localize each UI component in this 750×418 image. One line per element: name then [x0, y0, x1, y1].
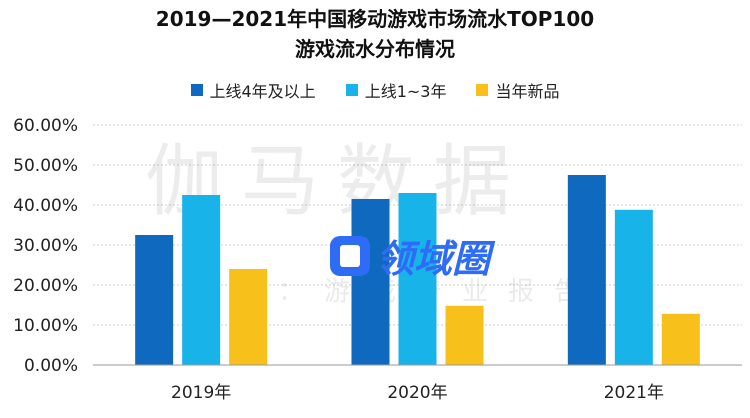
- axis: 0.00% 10.00% 20.00% 30.00% 40.00% 50.00% 60.00…: [13, 116, 742, 403]
- y-tick-label: 60.00%: [13, 116, 78, 136]
- chart-title: 2019—2021年中国移动游戏市场流水TOP100 游戏流水分布情况: [0, 4, 750, 64]
- y-tick-label: 50.00%: [13, 156, 78, 176]
- bar-over-4-years: [135, 235, 174, 365]
- bar-over-4-years: [567, 175, 606, 365]
- bar-1-3-years: [182, 195, 221, 365]
- legend-item-1-3-years: 上线1~3年: [345, 78, 447, 102]
- y-tick-label: 20.00%: [13, 276, 78, 296]
- bars: [135, 175, 700, 365]
- bar-new-products: [445, 305, 484, 365]
- logo-text: 领域圈: [376, 237, 496, 281]
- logo: 领域圈: [330, 236, 496, 281]
- y-tick-label: 10.00%: [13, 316, 78, 336]
- legend-swatch-over-4-years: [190, 84, 203, 96]
- legend-swatch-1-3-years: [345, 84, 358, 96]
- x-category-label: 2021年: [604, 383, 664, 403]
- x-category-label: 2020年: [387, 383, 447, 403]
- bar-new-products: [229, 269, 268, 365]
- bar-1-3-years: [398, 193, 437, 365]
- bar-over-4-years: [351, 199, 390, 365]
- chart-title-line-1: 2019—2021年中国移动游戏市场流水TOP100: [155, 7, 595, 31]
- legend-label-new-products: 当年新品: [495, 82, 560, 101]
- legend-label-over-4-years: 上线4年及以上: [209, 82, 316, 101]
- legend-item-new-products: 当年新品: [476, 78, 559, 102]
- legend-swatch-new-products: [476, 84, 489, 96]
- y-tick-label: 40.00%: [13, 196, 78, 216]
- bar-1-3-years: [614, 209, 653, 365]
- logo-icon-inner: [340, 245, 360, 267]
- x-category-label: 2019年: [171, 383, 231, 403]
- y-tick-label: 30.00%: [13, 236, 78, 256]
- legend-item-over-4-years: 上线4年及以上: [190, 78, 316, 102]
- chart-title-line-2: 游戏流水分布情况: [295, 37, 455, 61]
- bar-new-products: [661, 313, 700, 365]
- chart-legend: 上线4年及以上 上线1~3年 当年新品: [0, 78, 750, 102]
- y-tick-label: 0.00%: [24, 356, 78, 376]
- legend-label-1-3-years: 上线1~3年: [364, 82, 447, 101]
